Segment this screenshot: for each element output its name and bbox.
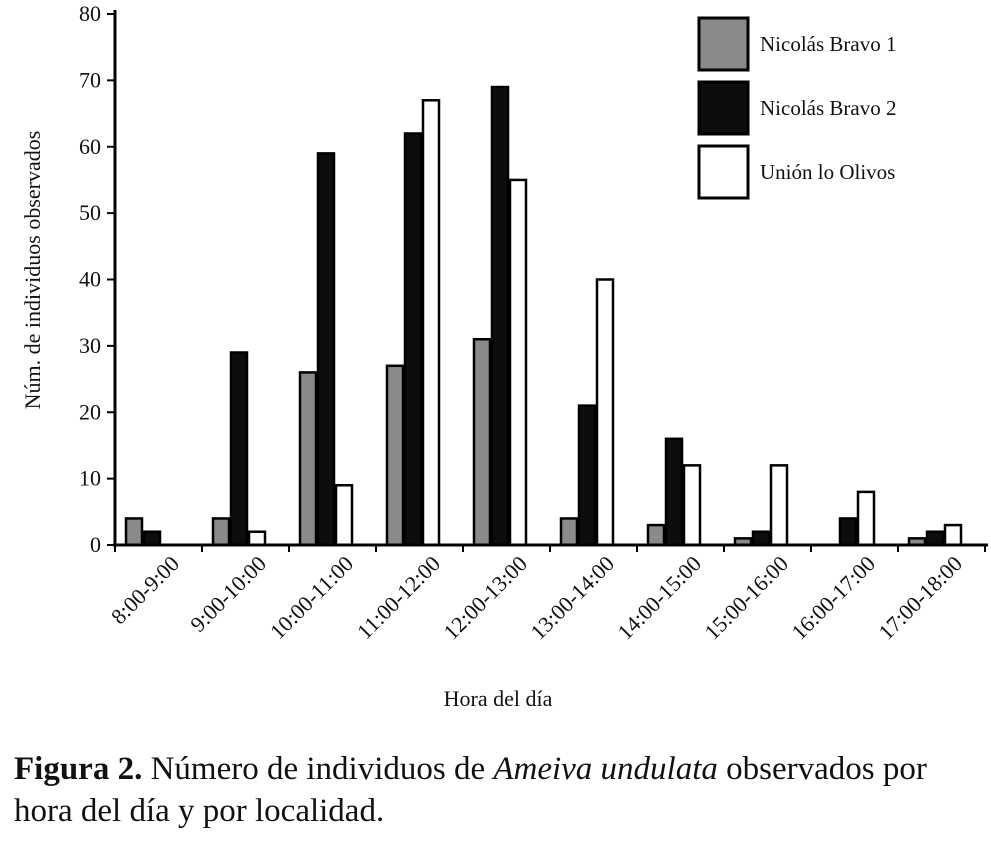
bar-3-2 — [247, 530, 267, 547]
caption-text-before: Número de individuos de — [142, 751, 494, 787]
figure-caption: Figura 2. Número de individuos de Ameiva… — [14, 748, 984, 832]
legend-label-3: Unión lo Olivos — [760, 160, 895, 184]
y-tick-label: 80 — [79, 1, 101, 26]
bar-1-1 — [124, 517, 144, 547]
x-tick-label: 12:00-13:00 — [438, 551, 532, 645]
y-ticks-layer: 0 10 20 30 40 50 60 70 80 — [79, 1, 115, 557]
y-axis-title: Núm. de individuos observados — [20, 131, 45, 410]
x-tick-label: 16:00-17:00 — [786, 551, 880, 645]
x-tick-label: 17:00-18:00 — [873, 551, 967, 645]
y-tick-label: 40 — [79, 267, 101, 292]
legend: Nicolás Bravo 1 Nicolás Bravo 2 Unión lo O… — [697, 16, 896, 200]
bar-2-1 — [142, 530, 162, 547]
bar-2-4 — [403, 132, 423, 547]
x-ticks-layer: 8:00-9:00 9:00-10:0010:00-11:0011:00-12:0… — [106, 545, 986, 645]
x-tick-label: 11:00-12:00 — [352, 551, 445, 644]
caption-species-name: Ameiva undulata — [493, 751, 718, 787]
caption-text-after: observados por hora del día y por locali… — [14, 751, 927, 829]
bar-1-3 — [298, 371, 318, 547]
legend-swatch-1 — [697, 16, 750, 72]
x-tick-label: 14:00-15:00 — [612, 551, 706, 645]
bar-2-7 — [664, 437, 684, 547]
y-tick-label: 10 — [79, 466, 101, 491]
legend-swatch-2 — [697, 80, 750, 136]
x-tick-label: 10:00-11:00 — [265, 551, 358, 644]
bar-2-2 — [229, 351, 249, 547]
x-tick-label: 8:00-9:00 — [106, 551, 184, 629]
legend-swatch-3 — [697, 144, 750, 200]
bar-2-8 — [751, 530, 771, 547]
bar-3-9 — [856, 490, 876, 547]
bar-2-5 — [490, 85, 510, 547]
bar-3-6 — [595, 278, 615, 547]
y-tick-label: 0 — [90, 532, 101, 557]
legend-label-1: Nicolás Bravo 1 — [760, 32, 896, 56]
bar-2-10 — [925, 530, 945, 547]
bar-3-3 — [334, 484, 354, 547]
caption-figure-label: Figura 2. — [14, 751, 143, 787]
bar-3-4 — [421, 99, 441, 547]
x-tick-label: 9:00-10:00 — [185, 551, 271, 637]
bar-3-7 — [682, 464, 702, 547]
chart-area: 0 10 20 30 40 50 60 70 80 8:00-9:00 9:00-10:00 10:… — [20, 1, 988, 711]
bar-1-6 — [559, 517, 579, 547]
bar-3-8 — [769, 464, 789, 547]
bar-2-9 — [838, 517, 858, 547]
legend-label-2: Nicolás Bravo 2 — [760, 96, 896, 120]
y-tick-label: 20 — [79, 399, 101, 424]
bars-layer — [124, 85, 963, 547]
bar-2-3 — [316, 152, 336, 547]
bar-1-5 — [472, 337, 492, 547]
bar-1-7 — [646, 523, 666, 547]
x-tick-label: 13:00-14:00 — [525, 551, 619, 645]
bar-3-5 — [508, 178, 528, 547]
y-tick-label: 30 — [79, 333, 101, 358]
x-tick-label: 15:00-16:00 — [699, 551, 793, 645]
y-tick-label: 60 — [79, 134, 101, 159]
bar-chart: 0 10 20 30 40 50 60 70 80 8:00-9:00 9:00-10:0010:… — [20, 1, 988, 711]
bar-1-2 — [211, 517, 231, 547]
bar-3-10 — [943, 523, 963, 547]
x-axis-title: Hora del día — [444, 686, 553, 711]
y-tick-label: 50 — [79, 200, 101, 225]
bar-2-6 — [577, 404, 597, 547]
y-tick-label: 70 — [79, 67, 101, 92]
bar-1-4 — [385, 364, 405, 547]
